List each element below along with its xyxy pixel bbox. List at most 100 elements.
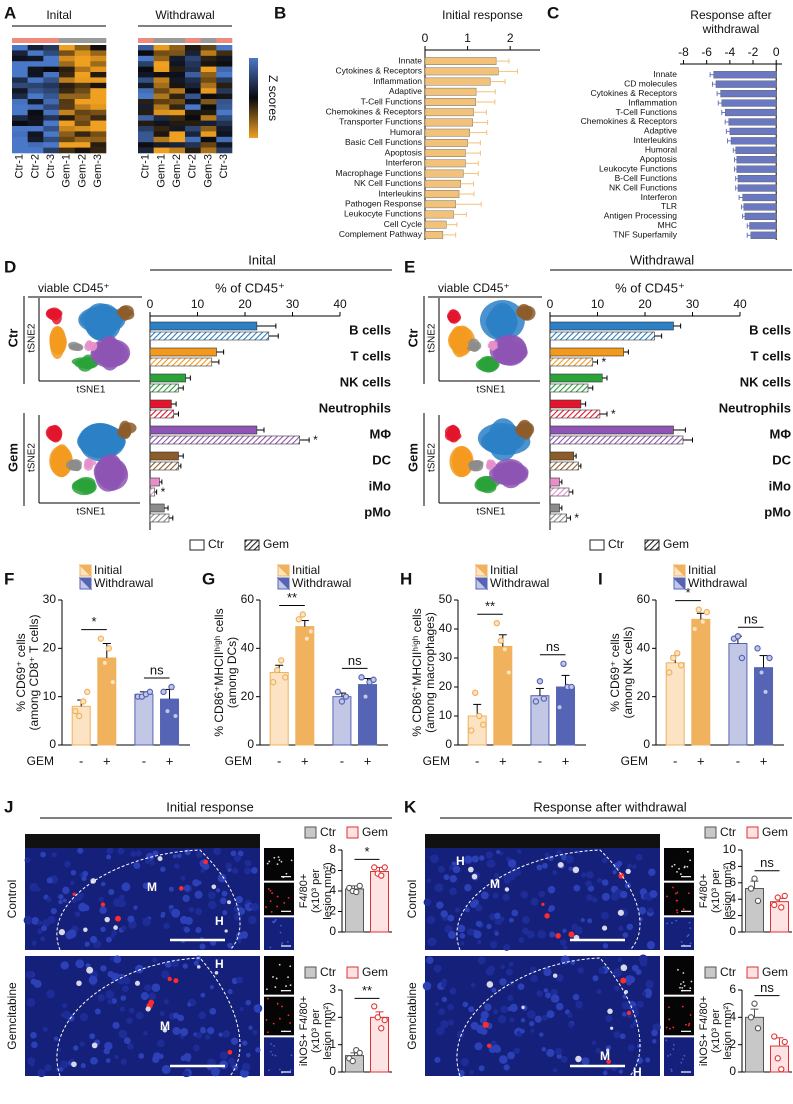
heatmap-cell	[216, 115, 233, 121]
nucleus	[128, 1007, 135, 1014]
nucleus	[440, 1020, 449, 1029]
data-point	[105, 645, 113, 652]
column-label: Gem-1	[61, 154, 73, 188]
data-point	[334, 688, 342, 696]
nucleus	[77, 847, 84, 854]
thumbnail-spot	[280, 943, 283, 946]
bar	[149, 477, 160, 487]
heatmap-cell	[90, 131, 107, 138]
heatmap-cell	[12, 136, 28, 143]
data-point	[472, 689, 479, 697]
category-label: Adaptive	[389, 86, 422, 96]
bar	[549, 357, 594, 367]
nucleus	[518, 937, 525, 943]
nucleus	[477, 939, 482, 945]
tsne-cluster	[452, 450, 472, 469]
heatmap-cell	[169, 126, 186, 132]
heatmap-cell	[200, 136, 217, 143]
error-bar	[256, 427, 265, 433]
y-axis-label: F4/80+	[698, 874, 710, 909]
nucleus	[496, 849, 501, 855]
legend-label: Withdrawal	[292, 576, 351, 590]
category-label: T cells	[751, 348, 791, 363]
data-point	[556, 704, 563, 711]
heatmap-cell	[153, 45, 170, 51]
y-tick-label: 2	[729, 1037, 736, 1051]
nucleus	[555, 974, 564, 982]
significance: **	[485, 599, 495, 614]
nucleus	[179, 915, 189, 925]
nucleus	[448, 930, 456, 939]
heatmap-cell	[169, 45, 186, 51]
bar	[737, 175, 777, 183]
bar	[149, 425, 258, 435]
data-point	[754, 897, 762, 904]
nucleus	[602, 1070, 608, 1076]
nucleus	[59, 1067, 64, 1072]
nucleus	[81, 875, 87, 882]
thumbnail-spot	[680, 1061, 683, 1064]
heatmap-cell	[200, 72, 217, 78]
y-tick-label: 30	[43, 592, 57, 606]
nucleus	[105, 1058, 111, 1063]
heatmap-cell	[12, 99, 28, 105]
nucleus	[513, 1047, 520, 1055]
nucleus	[475, 920, 483, 927]
stain-spot	[113, 925, 118, 930]
heatmap-cell	[59, 109, 75, 116]
thumbnail-spot	[678, 867, 680, 870]
bar	[728, 118, 777, 126]
bar	[424, 87, 477, 96]
thumbnail-spot	[271, 1053, 274, 1056]
nucleus	[563, 945, 568, 950]
bar	[424, 67, 499, 76]
bar	[149, 409, 175, 419]
thumbnail-spot	[279, 1017, 281, 1020]
category-label: Antigen Processing	[604, 211, 678, 221]
stain-spot	[468, 866, 474, 873]
nucleus	[113, 955, 122, 964]
nucleus	[135, 850, 142, 857]
y-axis-label: % CD69⁺ cells	[14, 633, 28, 711]
nucleus	[33, 979, 42, 988]
stain-spot	[203, 859, 208, 865]
data-point	[699, 618, 707, 625]
heatmap-cell	[12, 45, 28, 51]
stain-label: iNOS	[430, 834, 459, 848]
nucleus	[209, 1007, 217, 1015]
heatmap-cell	[138, 115, 154, 121]
thumbnail-spot	[683, 1054, 686, 1057]
thumbnail-spot	[287, 1014, 290, 1017]
significance: *	[685, 585, 690, 600]
error-bar	[216, 349, 225, 355]
thumbnail-spot	[672, 1048, 675, 1051]
bar	[424, 210, 454, 219]
region-label: H	[456, 854, 465, 868]
heatmap-cell	[153, 88, 170, 94]
nucleus	[600, 911, 609, 920]
error-bar	[300, 620, 309, 627]
tsne-cluster	[476, 475, 496, 489]
nucleus	[201, 862, 210, 871]
thumbnail	[664, 996, 694, 1036]
heatmap-cell	[200, 77, 217, 84]
group-strip	[200, 38, 217, 43]
nucleus	[31, 917, 40, 925]
nucleus	[530, 897, 539, 906]
nucleus	[241, 1062, 251, 1072]
bar	[424, 139, 468, 147]
category-label: B-Cell Functions	[615, 173, 677, 183]
error-bar	[442, 232, 457, 238]
error-bar	[460, 181, 475, 187]
data-point	[670, 654, 677, 662]
nucleus	[530, 1028, 535, 1033]
legend-swatch	[704, 966, 717, 979]
nucleus	[172, 1026, 181, 1036]
tsne-y-label: tSNE2	[27, 323, 38, 352]
heatmap-cell	[216, 45, 233, 51]
heatmap-cell	[216, 50, 233, 57]
category-label: B cells	[349, 322, 391, 337]
nucleus	[252, 1029, 258, 1035]
nucleus	[627, 1044, 635, 1052]
nucleus	[200, 868, 206, 873]
